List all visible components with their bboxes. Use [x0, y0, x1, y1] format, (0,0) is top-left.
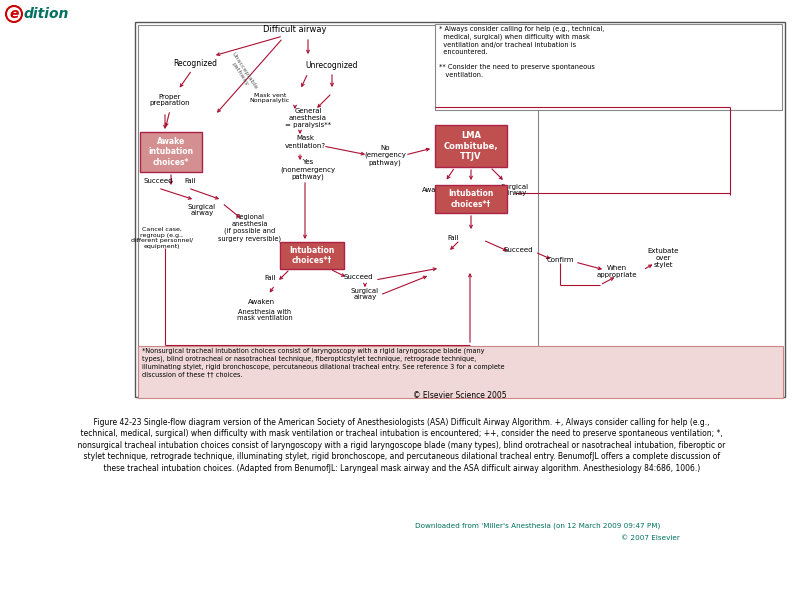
Text: Succeed: Succeed [343, 274, 372, 280]
Bar [140, 132, 202, 172]
Text: Surgical
airway: Surgical airway [188, 203, 216, 217]
Text: General
anesthesia
= paralysis**: General anesthesia = paralysis** [285, 108, 331, 128]
Text: Yes
(nonemergency
pathway): Yes (nonemergency pathway) [280, 159, 336, 180]
Bar [435, 185, 507, 213]
Text: LMA
Combitube,
TTJV: LMA Combitube, TTJV [444, 131, 499, 161]
Bar [280, 242, 344, 269]
Text: © Elsevier Science 2005: © Elsevier Science 2005 [413, 390, 507, 399]
Bar [138, 346, 783, 398]
Text: Succeed: Succeed [503, 247, 533, 253]
Text: Awake
intubation
choices*: Awake intubation choices* [148, 137, 194, 167]
Text: Succeed: Succeed [143, 178, 173, 184]
Bar [435, 24, 782, 110]
Text: Awaken: Awaken [422, 187, 449, 193]
Text: Unacceptable
pathway: Unacceptable pathway [225, 51, 258, 93]
Text: Downloaded from 'Miller's Anesthesia (on 12 March 2009 09:47 PM): Downloaded from 'Miller's Anesthesia (on… [414, 523, 660, 529]
Text: Intubation
choices*†: Intubation choices*† [289, 246, 335, 265]
Text: Difficult airway: Difficult airway [264, 26, 327, 35]
Bar [138, 25, 538, 390]
Text: Awaken: Awaken [249, 299, 276, 305]
Text: e: e [10, 7, 19, 21]
Bar [135, 22, 785, 397]
Text: Mask
ventilation?: Mask ventilation? [284, 136, 326, 149]
Bar [435, 125, 507, 167]
Text: dition: dition [24, 7, 69, 21]
Text: Fail: Fail [264, 275, 276, 281]
Text: Confirm: Confirm [546, 257, 574, 263]
Text: © 2007 Elsevier: © 2007 Elsevier [621, 535, 680, 541]
Text: * Always consider calling for help (e.g., technical,
  medical, surgical) when d: * Always consider calling for help (e.g.… [439, 26, 604, 78]
Text: When
appropriate: When appropriate [597, 265, 638, 278]
Text: Regional
anesthesia
(if possible and
surgery reversible): Regional anesthesia (if possible and sur… [218, 214, 282, 242]
Text: Proper
preparation: Proper preparation [150, 93, 191, 107]
Text: Intubation
choices*†: Intubation choices*† [449, 189, 494, 209]
Text: Surgical
airway: Surgical airway [501, 183, 529, 196]
Text: Surgical
airway: Surgical airway [351, 287, 379, 300]
Text: Fail: Fail [447, 235, 459, 241]
Text: Recognized: Recognized [173, 58, 217, 67]
Text: Unrecognized: Unrecognized [306, 61, 358, 70]
Text: Fail: Fail [184, 178, 196, 184]
Text: Figure 42-23 Single-flow diagram version of the American Society of Anesthesiolo: Figure 42-23 Single-flow diagram version… [68, 418, 726, 473]
Text: *Nonsurgical tracheal intubation choices consist of laryngoscopy with a rigid la: *Nonsurgical tracheal intubation choices… [142, 348, 504, 377]
Text: No
(emergency
pathway): No (emergency pathway) [364, 145, 406, 165]
Text: Cancel case,
regroup (e.g.,
different personnel/
equipment): Cancel case, regroup (e.g., different pe… [131, 227, 193, 249]
Text: Mask vent
Nonparalytic: Mask vent Nonparalytic [250, 93, 290, 104]
Text: Anesthesia with
mask ventilation: Anesthesia with mask ventilation [237, 308, 293, 321]
Text: Extubate
over
stylet: Extubate over stylet [647, 248, 679, 268]
